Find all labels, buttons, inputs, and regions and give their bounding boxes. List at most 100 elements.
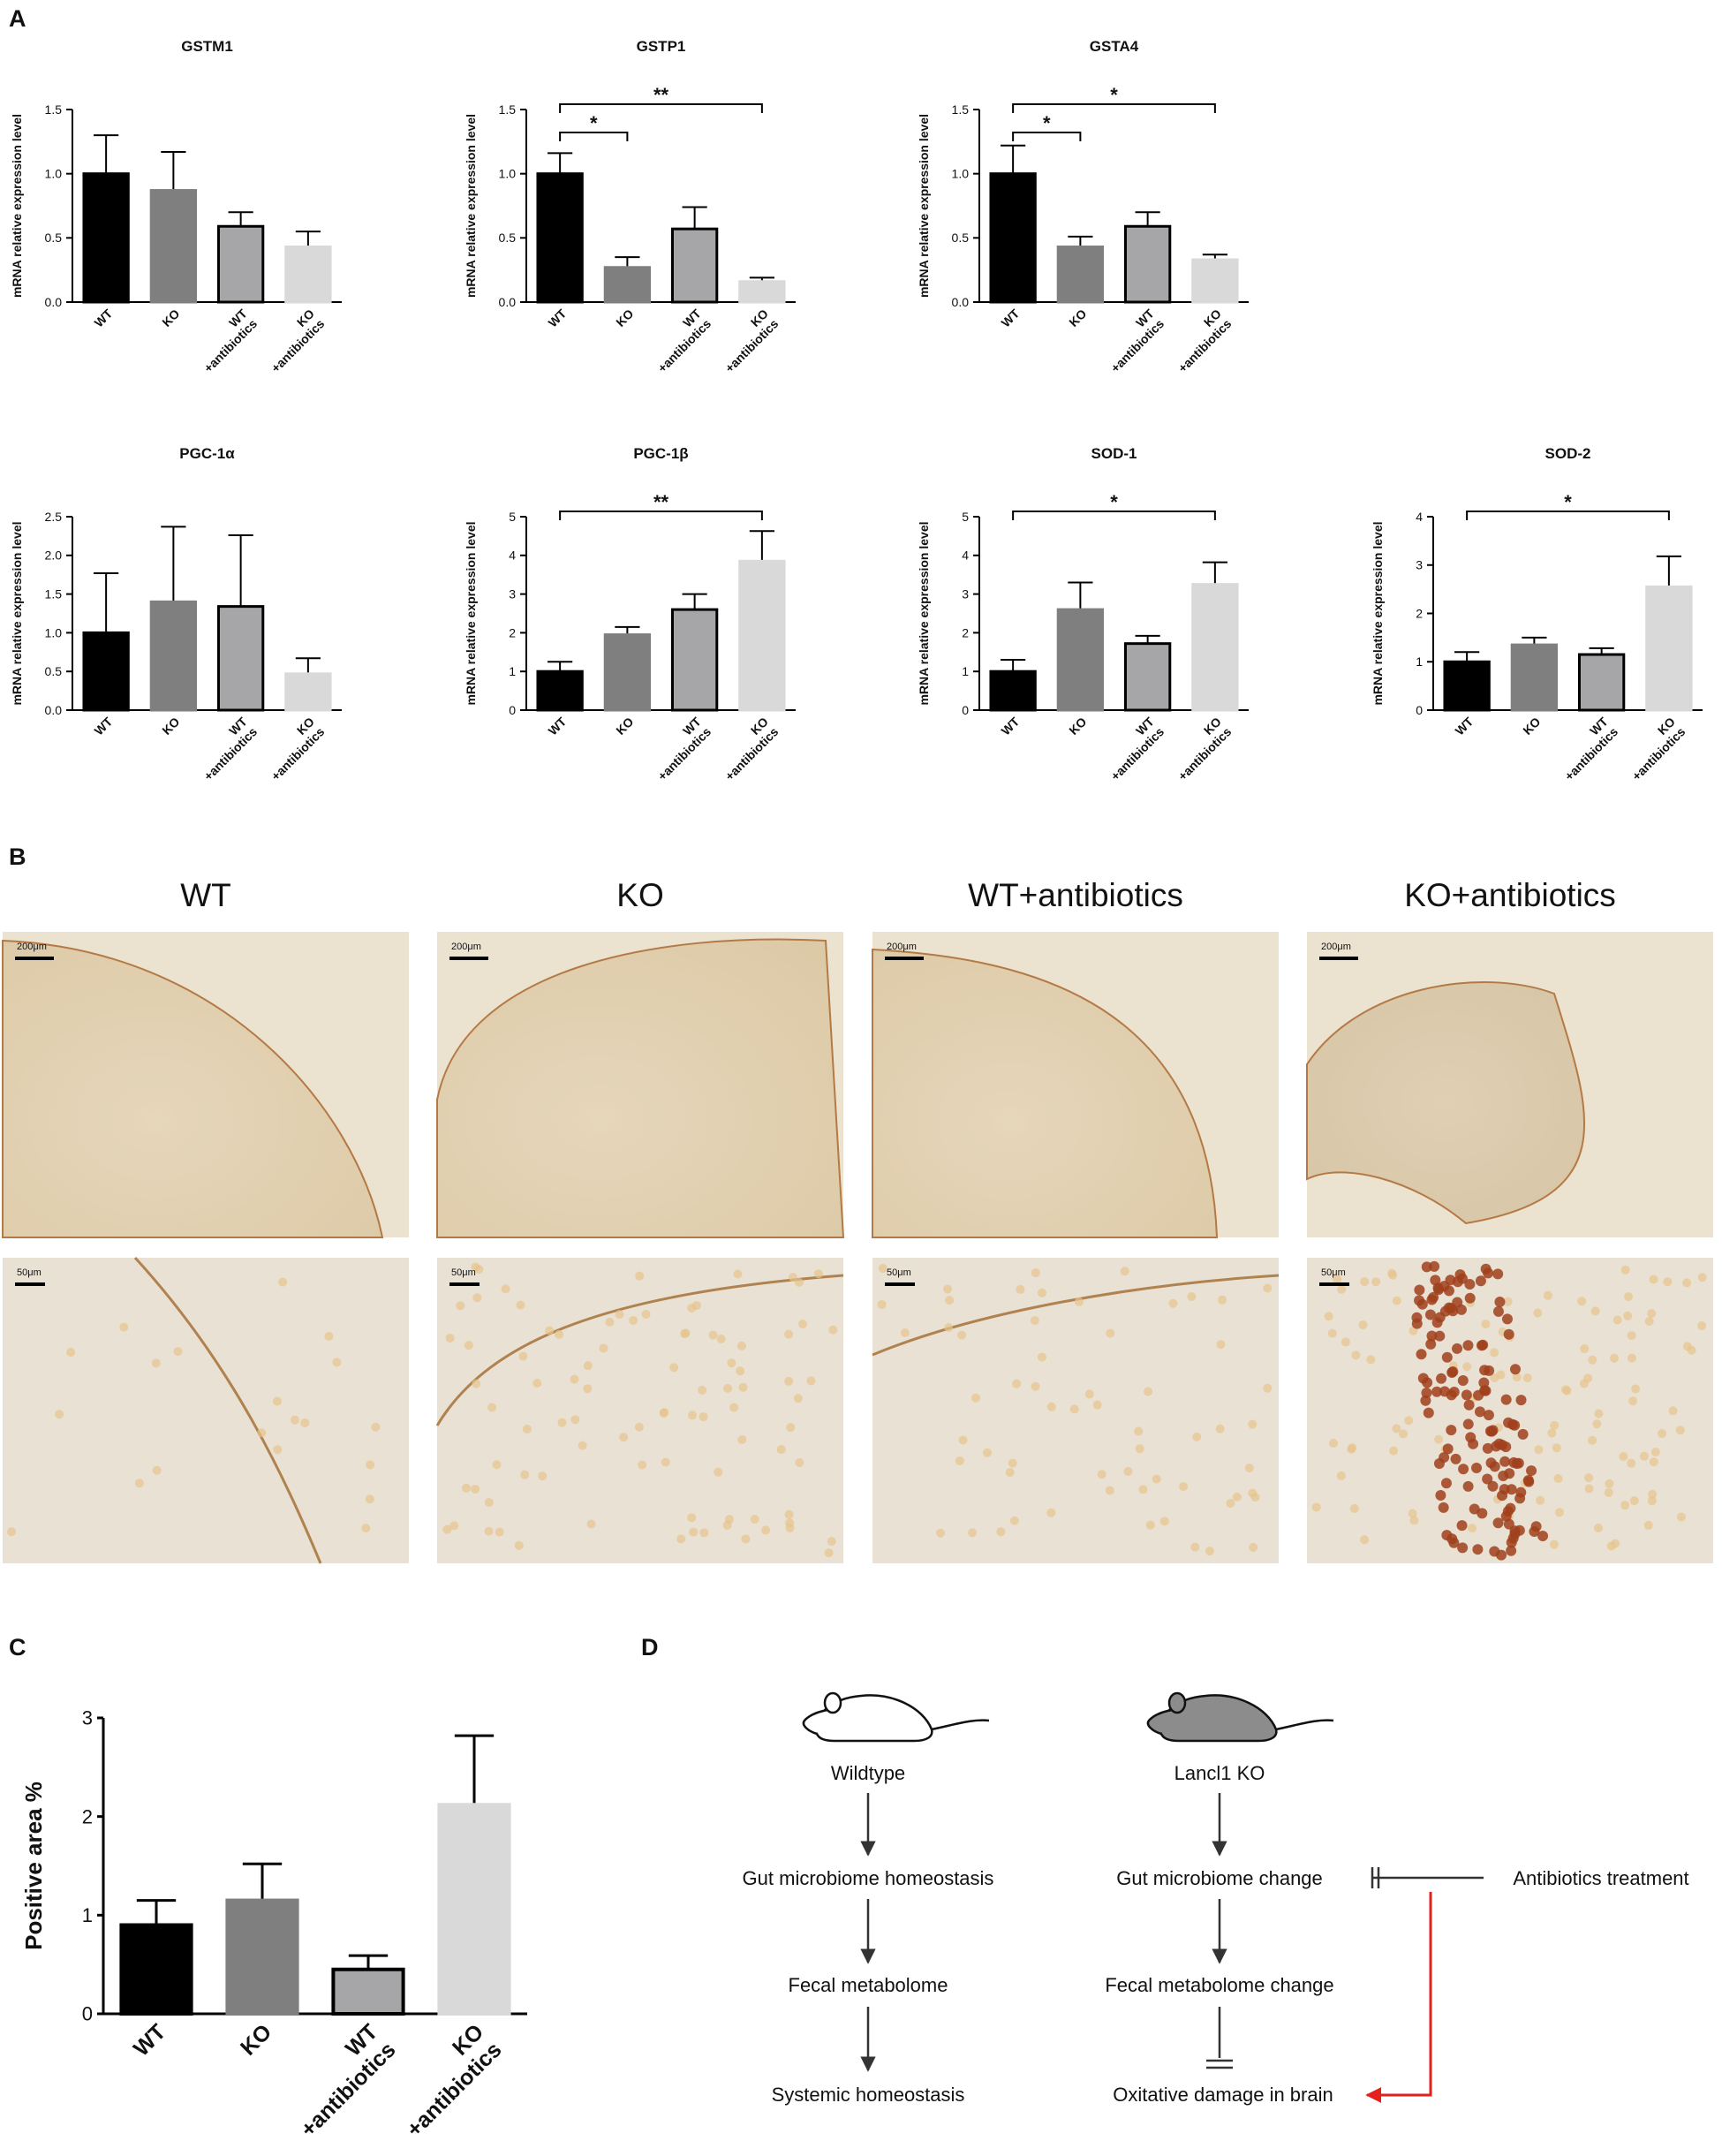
cell xyxy=(1232,1492,1242,1502)
cell xyxy=(1580,1344,1590,1354)
cell xyxy=(1553,1474,1563,1484)
cell xyxy=(1577,1297,1587,1306)
cell xyxy=(1205,1547,1214,1556)
cell xyxy=(1074,1297,1084,1306)
cell xyxy=(55,1410,64,1419)
stained-cell xyxy=(1472,1544,1484,1555)
cell xyxy=(708,1330,718,1340)
bar xyxy=(1510,643,1559,712)
cell xyxy=(1606,1541,1616,1551)
cell xyxy=(1647,1496,1657,1506)
cell xyxy=(688,1411,698,1420)
cell xyxy=(738,1382,748,1392)
cell xyxy=(1371,1277,1381,1287)
cell xyxy=(1609,1353,1619,1363)
cell xyxy=(681,1328,691,1338)
cell xyxy=(634,1422,644,1432)
cell xyxy=(1192,1432,1202,1441)
cell xyxy=(1550,1420,1560,1430)
stained-cell xyxy=(1464,1279,1476,1290)
stained-cell xyxy=(1457,1375,1469,1387)
cell xyxy=(877,1299,887,1309)
bar xyxy=(331,1967,405,2016)
tissue-edge xyxy=(133,1256,322,1564)
arrows xyxy=(860,1793,1484,2072)
cell xyxy=(1016,1284,1025,1294)
x-tick-label: KO xyxy=(613,306,636,329)
significance-bracket xyxy=(559,511,763,520)
bar-chart: SOD-2 mRNA relative expression level 0 1 2 3 4… xyxy=(1371,445,1703,783)
y-tick-label: 2 xyxy=(1416,606,1423,620)
cell xyxy=(1533,1308,1543,1318)
cell xyxy=(1647,1309,1657,1319)
column-heading: WT+antibiotics xyxy=(968,877,1183,913)
cell xyxy=(1627,1353,1636,1363)
cell xyxy=(689,1527,699,1537)
y-tick-label: 3 xyxy=(509,587,516,601)
cell xyxy=(828,1325,838,1335)
stained-cell xyxy=(1462,1340,1474,1351)
cell xyxy=(1663,1277,1673,1287)
cell xyxy=(1623,1311,1633,1320)
cell xyxy=(1644,1317,1654,1327)
cell xyxy=(1311,1502,1321,1512)
y-tick-label: 4 xyxy=(962,548,969,563)
cell xyxy=(1620,1501,1630,1510)
y-tick-label: 2 xyxy=(509,625,516,639)
stained-cell xyxy=(1497,1490,1508,1502)
cell xyxy=(1552,1443,1561,1453)
x-tick-label: KO+antibiotics xyxy=(384,2019,507,2142)
stained-cell xyxy=(1494,1296,1506,1307)
cell xyxy=(788,1273,797,1282)
bar xyxy=(603,266,652,304)
stained-cell xyxy=(1471,1462,1483,1473)
bar xyxy=(284,246,332,304)
cell xyxy=(1249,1542,1258,1552)
significance-label: * xyxy=(1043,112,1051,134)
cell xyxy=(1389,1446,1399,1456)
cell xyxy=(1668,1406,1678,1416)
cell xyxy=(1687,1345,1696,1355)
stained-cell xyxy=(1506,1545,1517,1556)
bar xyxy=(216,224,265,304)
stained-cell xyxy=(1414,1284,1425,1296)
stained-cell xyxy=(1483,1410,1494,1421)
bar xyxy=(149,189,198,304)
cell xyxy=(1584,1484,1594,1494)
bar xyxy=(225,1898,299,2016)
y-axis-label: mRNA relative expression level xyxy=(10,521,24,705)
cell xyxy=(1643,1520,1653,1530)
stained-cell xyxy=(1443,1285,1454,1297)
cell xyxy=(722,1520,732,1530)
panel-label: A xyxy=(9,5,26,32)
x-tick-label: KO+antibiotics xyxy=(1165,306,1234,375)
cell xyxy=(741,1534,751,1544)
cell xyxy=(1123,1466,1133,1476)
bar xyxy=(989,669,1037,712)
cell xyxy=(1605,1479,1614,1488)
stained-cell xyxy=(1445,1275,1456,1286)
cell xyxy=(119,1322,129,1332)
cell xyxy=(727,1358,736,1368)
cell xyxy=(1593,1523,1603,1532)
bar-chart: SOD-1 mRNA relative expression level 0 1 2 3 4… xyxy=(917,445,1249,783)
cell xyxy=(371,1422,381,1432)
cell xyxy=(1134,1426,1144,1436)
cell xyxy=(784,1509,794,1519)
stained-cell xyxy=(1506,1484,1517,1495)
cell xyxy=(784,1376,794,1386)
stained-cell xyxy=(1450,1453,1461,1464)
mouse-icon xyxy=(802,1691,990,1743)
cell xyxy=(1649,1457,1658,1467)
cell xyxy=(943,1284,953,1294)
cell xyxy=(878,1264,887,1274)
cell xyxy=(1392,1296,1401,1305)
cell xyxy=(290,1415,299,1425)
cell xyxy=(1031,1268,1040,1278)
cell xyxy=(1627,1458,1636,1468)
x-tick-label: KO xyxy=(236,2019,276,2060)
stained-cell xyxy=(1432,1282,1444,1294)
cell xyxy=(1337,1284,1347,1294)
stained-cell xyxy=(1514,1493,1526,1504)
